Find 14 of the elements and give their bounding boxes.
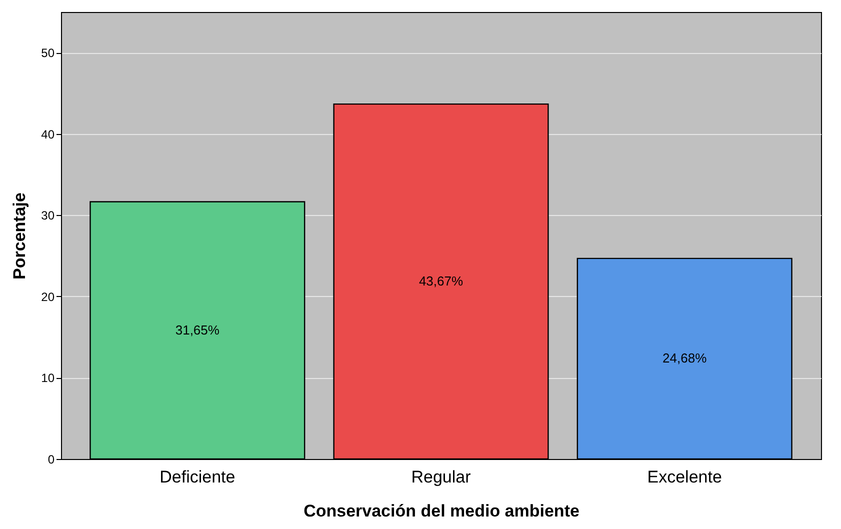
y-tick-label: 40 xyxy=(41,127,55,142)
data-label: 43,67% xyxy=(418,274,464,289)
data-label: 24,68% xyxy=(662,350,708,366)
y-tick-label: 50 xyxy=(41,46,55,60)
y-tick-label: 0 xyxy=(48,452,55,466)
y-tick-label: 20 xyxy=(41,290,55,304)
y-axis-title: Porcentaje xyxy=(10,192,30,280)
x-tick-label: Excelente xyxy=(647,468,722,486)
x-axis-title: Conservación del medio ambiente xyxy=(304,502,580,520)
y-tick-label: 10 xyxy=(41,371,55,386)
y-tick-label: 30 xyxy=(41,208,55,223)
data-label: 31,65% xyxy=(175,322,220,338)
x-tick-label: Deficiente xyxy=(160,468,236,486)
x-tick-label: Regular xyxy=(411,468,472,486)
